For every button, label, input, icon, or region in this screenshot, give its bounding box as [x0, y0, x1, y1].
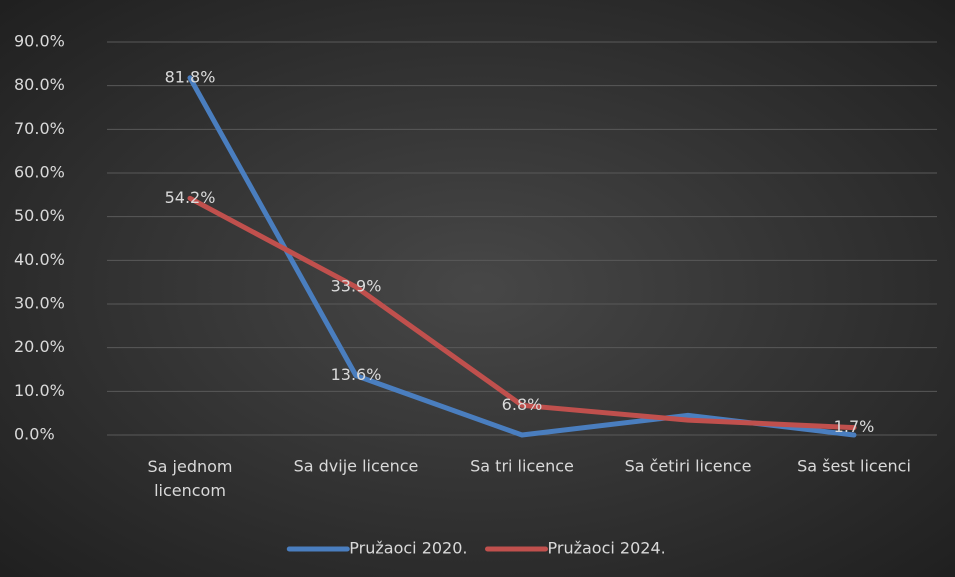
legend: Pružaoci 2020. Pružaoci 2024. [286, 539, 666, 558]
y-tick-label: 0.0% [14, 425, 55, 444]
y-tick-label: 70.0% [14, 119, 65, 138]
legend-label: Pružaoci 2020. [349, 539, 467, 558]
y-tick-label: 60.0% [14, 163, 65, 182]
data-label: 13.6% [331, 365, 382, 384]
legend-label: Pružaoci 2024. [548, 539, 666, 558]
y-tick-label: 30.0% [14, 294, 65, 313]
data-label: 33.9% [331, 276, 382, 295]
y-tick-label: 40.0% [14, 250, 65, 269]
y-tick-label: 10.0% [14, 381, 65, 400]
y-tick-label: 20.0% [14, 337, 65, 356]
x-tick-label: Sa četiri licence [625, 457, 752, 476]
x-tick-label: Sa šest licenci [797, 457, 911, 476]
data-label: 81.8% [165, 67, 216, 86]
y-tick-label: 80.0% [14, 75, 65, 94]
series-line [187, 195, 857, 431]
y-tick-label: 90.0% [14, 32, 65, 51]
x-tick-label: Sa dvije licence [294, 457, 419, 476]
x-tick-label: Sa tri licence [470, 457, 574, 476]
y-tick-label: 50.0% [14, 206, 65, 225]
data-label: 54.2% [165, 188, 216, 207]
data-label: 1.7% [834, 417, 875, 436]
data-label: 6.8% [502, 395, 543, 414]
x-tick-label: Sa jednom licencom [147, 457, 232, 500]
